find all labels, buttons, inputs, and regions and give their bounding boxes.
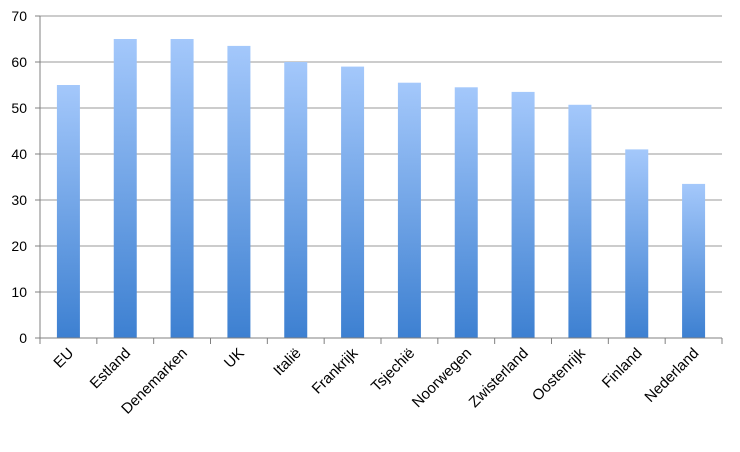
x-tick-label: Finland bbox=[599, 345, 646, 392]
y-tick-label: 20 bbox=[11, 238, 27, 254]
bar bbox=[625, 149, 649, 338]
y-tick-label: 10 bbox=[11, 284, 27, 300]
bar bbox=[227, 45, 251, 339]
y-tick-label: 60 bbox=[11, 54, 27, 70]
x-tick-label: Italië bbox=[270, 345, 304, 379]
x-tick-label: EU bbox=[50, 345, 77, 372]
x-tick-label: UK bbox=[221, 345, 248, 372]
x-tick-label: Zwisterland bbox=[466, 345, 532, 411]
y-tick-labels: 0 10 20 30 40 50 60 70 bbox=[11, 8, 27, 346]
x-tick-label: Nederland bbox=[641, 345, 702, 406]
bars bbox=[56, 39, 706, 339]
bar bbox=[454, 87, 478, 338]
bar bbox=[170, 39, 194, 338]
bar bbox=[568, 104, 592, 338]
y-tick-label: 70 bbox=[11, 8, 27, 24]
bar bbox=[511, 91, 535, 339]
y-tick-label: 30 bbox=[11, 192, 27, 208]
y-tick-label: 40 bbox=[11, 146, 27, 162]
bar bbox=[284, 62, 308, 338]
bar bbox=[113, 39, 137, 338]
bar bbox=[682, 183, 706, 338]
y-tick-label: 0 bbox=[19, 330, 27, 346]
bar bbox=[341, 66, 365, 338]
bar bbox=[56, 85, 80, 338]
x-tick-label: Oostenrijk bbox=[529, 344, 589, 404]
x-tick-label: Noorwegen bbox=[409, 345, 475, 411]
gridlines bbox=[40, 15, 722, 293]
bar bbox=[397, 82, 421, 338]
x-tick-label: Estland bbox=[87, 345, 134, 392]
x-tick-label: Frankrijk bbox=[309, 344, 362, 397]
x-tick-label: Tsjechië bbox=[368, 345, 418, 395]
axes bbox=[35, 15, 723, 344]
y-tick-label: 50 bbox=[11, 100, 27, 116]
